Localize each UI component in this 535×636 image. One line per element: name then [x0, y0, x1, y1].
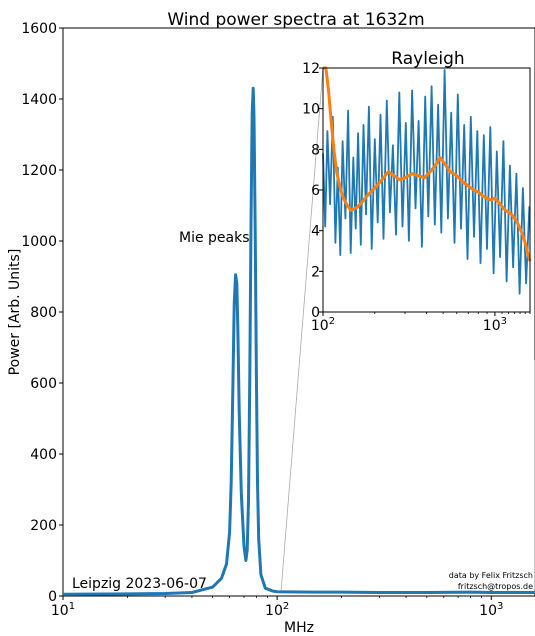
- y-tick-label: 600: [30, 376, 57, 392]
- inset-y-tick-label: 6: [311, 183, 320, 199]
- main-series: [62, 86, 535, 596]
- rayleigh-raw-line: [322, 69, 531, 295]
- y-tick-label: 1000: [21, 234, 57, 250]
- chart-title: Wind power spectra at 1632m: [167, 10, 424, 30]
- credit-email: fritzsch@tropos.de: [458, 582, 533, 591]
- y-tick-label: 800: [30, 305, 57, 321]
- y-tick-label: 1200: [21, 163, 57, 179]
- y-axis-label: Power [Arb. Units]: [7, 249, 23, 376]
- y-tick-label: 200: [30, 518, 57, 534]
- rayleigh-smoothed-line: [323, 66, 532, 262]
- inset-ticks: 0 2 4 6 8 10 12 102 103: [302, 61, 531, 334]
- inset-series: [322, 66, 532, 295]
- y-tick-label: 1400: [21, 92, 57, 108]
- credit-author: data by Felix Fritzsch: [449, 571, 533, 580]
- y-tick-label: 1600: [21, 21, 57, 37]
- inset-x-tick-label: 103: [483, 316, 507, 334]
- x-tick-label: 103: [479, 601, 503, 619]
- y-tick-label: 0: [48, 589, 57, 605]
- y-tick-label: 400: [30, 447, 57, 463]
- inset-y-tick-label: 12: [302, 61, 320, 77]
- x-axis-label: MHz: [284, 620, 314, 636]
- inset-x-tick-label: 102: [311, 316, 335, 334]
- inset-y-tick-label: 2: [311, 264, 320, 280]
- zoom-connector-top: [280, 67, 324, 593]
- location-date-annotation: Leipzig 2023-06-07: [72, 576, 207, 592]
- inset-y-tick-label: 0: [311, 305, 320, 321]
- inset-y-tick-label: 4: [311, 224, 320, 240]
- inset-y-tick-label: 10: [302, 102, 320, 118]
- x-tick-label: 102: [265, 601, 289, 619]
- inset-title: Rayleigh: [391, 49, 464, 69]
- x-tick-label: 101: [51, 601, 75, 619]
- mie-peaks-annotation: Mie peaks: [179, 230, 250, 246]
- spectrum-line: [62, 86, 535, 596]
- inset-y-tick-label: 8: [311, 142, 320, 158]
